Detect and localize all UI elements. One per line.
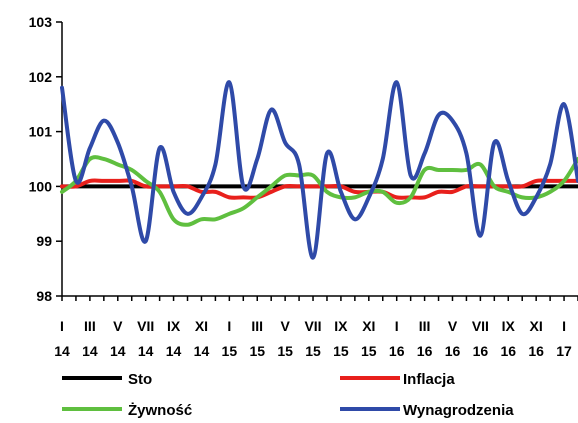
x-tick-label-year: 14 bbox=[54, 343, 70, 359]
x-tick-label-year: 14 bbox=[166, 343, 182, 359]
x-tick-label-month: I bbox=[395, 318, 399, 334]
legend-label-wynagrodzenia: Wynagrodzenia bbox=[403, 402, 514, 419]
x-tick-label-year: 16 bbox=[389, 343, 405, 359]
x-tick-label-month: III bbox=[251, 318, 263, 334]
legend-label-inflacja: Inflacja bbox=[403, 371, 455, 388]
y-tick-label: 98 bbox=[36, 288, 52, 304]
legend: Sto Inflacja Żywność Wynagrodzenia bbox=[62, 371, 514, 419]
x-tick-label-month: V bbox=[113, 318, 123, 334]
x-tick-label-year: 16 bbox=[473, 343, 489, 359]
legend-label-sto: Sto bbox=[128, 371, 152, 388]
x-tick-label-month: VII bbox=[472, 318, 489, 334]
x-tick-label-month: IX bbox=[334, 318, 348, 334]
x-tick-label-month: IX bbox=[167, 318, 181, 334]
y-tick-label: 101 bbox=[29, 124, 53, 140]
x-tick-label-year: 17 bbox=[556, 343, 572, 359]
x-tick-label-year: 15 bbox=[222, 343, 238, 359]
x-tick-label-year: 15 bbox=[333, 343, 349, 359]
series-lines bbox=[60, 80, 578, 260]
x-tick-label-month: V bbox=[280, 318, 290, 334]
x-tick-label-year: 14 bbox=[82, 343, 98, 359]
x-tick-label-year: 16 bbox=[500, 343, 516, 359]
x-tick-label-month: VII bbox=[304, 318, 321, 334]
x-tick-label-year: 14 bbox=[110, 343, 126, 359]
y-axis: 98 99 100 101 102 103 bbox=[29, 14, 63, 304]
x-tick-label-year: 14 bbox=[194, 343, 210, 359]
x-tick-label-month: VII bbox=[137, 318, 154, 334]
x-tick-label-month: III bbox=[84, 318, 96, 334]
x-tick-label-year: 15 bbox=[305, 343, 321, 359]
x-tick-label-month: I bbox=[60, 318, 64, 334]
x-tick-label-month: XI bbox=[530, 318, 543, 334]
x-tick-label-year: 16 bbox=[417, 343, 433, 359]
x-tick-label-year: 15 bbox=[249, 343, 265, 359]
y-tick-label: 102 bbox=[29, 69, 53, 85]
x-tick-label-month: III bbox=[419, 318, 431, 334]
legend-label-zywnosc: Żywność bbox=[128, 402, 192, 419]
y-tick-label: 99 bbox=[36, 233, 52, 249]
x-tick-label-year: 15 bbox=[361, 343, 377, 359]
x-tick-label-month: XI bbox=[195, 318, 208, 334]
x-tick-label-month: IX bbox=[502, 318, 516, 334]
y-tick-label: 100 bbox=[29, 178, 53, 194]
y-tick-label: 103 bbox=[29, 14, 53, 30]
x-tick-label-month: XI bbox=[362, 318, 375, 334]
x-tick-label-month: V bbox=[448, 318, 458, 334]
x-tick-label-month: I bbox=[227, 318, 231, 334]
series-line-wynagrodzenia bbox=[60, 80, 578, 260]
x-axis: I14III14V14VII14IX14XI14I15III15V15VII15… bbox=[54, 295, 578, 359]
x-tick-label-year: 14 bbox=[138, 343, 154, 359]
x-tick-label-year: 16 bbox=[445, 343, 461, 359]
x-tick-label-year: 15 bbox=[277, 343, 293, 359]
x-tick-label-month: I bbox=[562, 318, 566, 334]
x-tick-label-year: 16 bbox=[528, 343, 544, 359]
series-line-zywnosc bbox=[60, 155, 578, 227]
